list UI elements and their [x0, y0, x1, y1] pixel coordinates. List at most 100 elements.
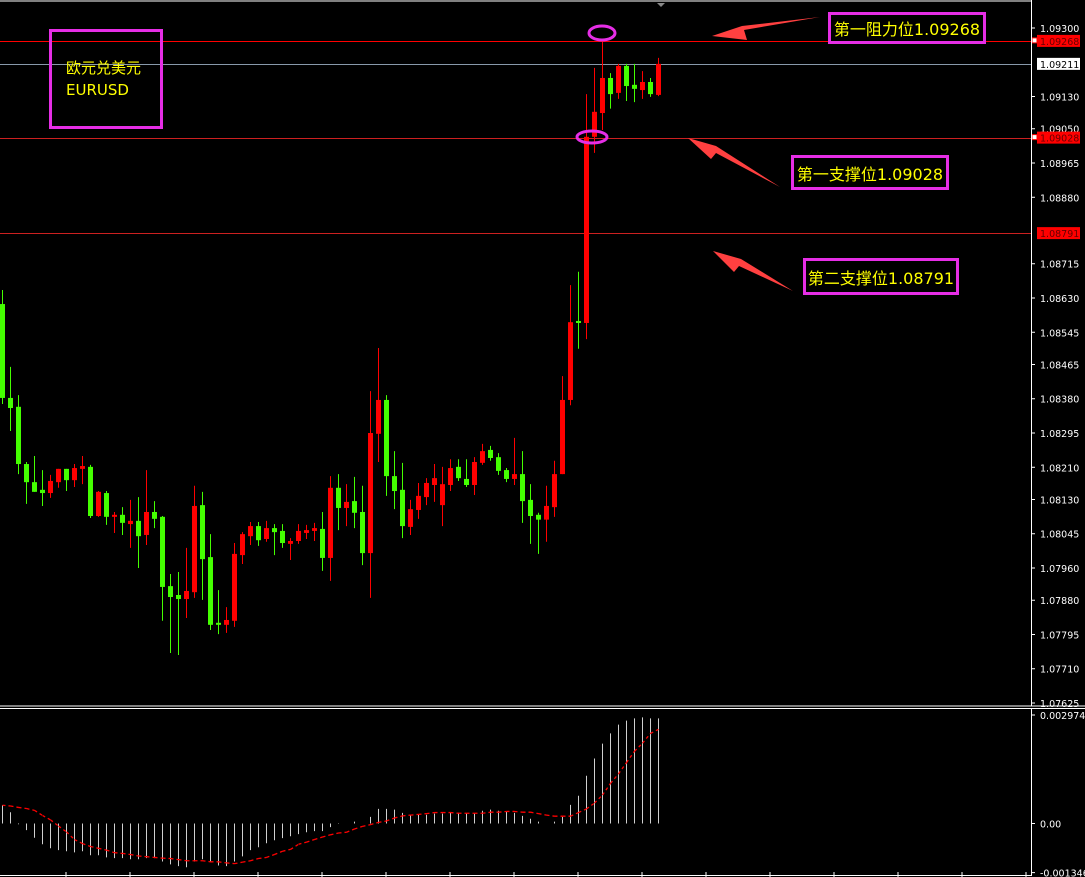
signal-line-segment: [634, 742, 643, 752]
candle: [136, 497, 141, 568]
signal-line-segment: [426, 811, 435, 815]
candle: [472, 457, 477, 496]
candle-body: [128, 520, 133, 525]
candle-body: [616, 65, 621, 93]
price-axis-label: 1.08465: [1040, 360, 1079, 371]
candle: [584, 94, 589, 340]
candle-body: [160, 516, 165, 587]
price-tag: [1037, 57, 1080, 70]
price-axis-label: 1.07960: [1040, 564, 1079, 575]
candle: [448, 459, 453, 492]
candle-body: [168, 586, 173, 598]
signal-line-segment: [410, 813, 419, 816]
signal-line-segment: [354, 825, 363, 830]
price-axis-label: 1.08210: [1040, 463, 1079, 474]
price-axis-label: 1.08965: [1040, 159, 1079, 170]
candle: [312, 522, 317, 541]
signal-line-segment: [338, 831, 347, 834]
signal-line-segment: [74, 838, 83, 845]
candle-body: [520, 474, 525, 502]
level-handle-icon[interactable]: [1031, 37, 1038, 44]
signal-line-segment: [290, 843, 299, 850]
price-axis-label: 1.08380: [1040, 395, 1079, 406]
signal-line-segment: [546, 814, 555, 817]
signal-line-segment: [586, 802, 595, 810]
price-axis-label: 1.08295: [1040, 429, 1079, 440]
candle-body: [192, 505, 197, 593]
candle-body: [96, 491, 101, 517]
signal-line-segment: [394, 815, 403, 819]
candle: [32, 455, 37, 492]
signal-line-segment: [146, 856, 155, 859]
candle-body: [384, 399, 389, 477]
candle: [488, 445, 493, 461]
candle-body: [200, 505, 205, 560]
candle-body: [24, 464, 29, 483]
price-axis-label: 1.07795: [1040, 630, 1079, 641]
candle: [416, 482, 421, 519]
candle: [464, 459, 469, 487]
candle: [320, 511, 325, 571]
price-axis-label: 1.07710: [1040, 665, 1079, 676]
signal-line-segment: [298, 841, 307, 845]
candle: [504, 468, 509, 483]
signal-line-segment: [306, 838, 315, 843]
shift-marker-icon[interactable]: [657, 3, 665, 7]
candle: [336, 474, 341, 531]
candle: [632, 63, 637, 103]
signal-line-segment: [274, 850, 283, 856]
signal-line-segment: [122, 852, 131, 856]
candle-body: [424, 482, 429, 498]
candle-body: [560, 399, 565, 475]
candle-body: [552, 474, 557, 508]
candle: [432, 464, 437, 502]
candle-body: [536, 514, 541, 520]
candle-body: [600, 77, 605, 114]
candle: [576, 271, 581, 349]
candle-body: [208, 557, 213, 625]
candle-body: [488, 449, 493, 458]
candle: [600, 40, 605, 130]
annotation-text: 第一支撑位1.09028: [796, 164, 944, 184]
candle-body: [304, 530, 309, 533]
candle-body: [352, 501, 357, 513]
indicator-axis-label: 0.002974: [1040, 711, 1085, 722]
candle: [264, 520, 269, 542]
candle: [608, 73, 613, 109]
support-1-annotation: 第一支撑位1.09028: [791, 155, 949, 190]
candle: [16, 395, 21, 475]
candle-body: [472, 462, 477, 485]
candle-body: [72, 468, 77, 481]
candle-body: [480, 451, 485, 463]
signal-line-segment: [594, 794, 603, 804]
signal-line-segment: [450, 811, 459, 814]
candle-body: [272, 528, 277, 533]
candle-body: [264, 528, 269, 539]
candle: [240, 532, 245, 564]
price-tag: [1037, 227, 1080, 240]
candle: [400, 462, 405, 539]
signal-line-segment: [314, 836, 323, 841]
signal-line-segment: [617, 762, 628, 775]
price-axis-label: 1.08545: [1040, 328, 1079, 339]
candle: [248, 522, 253, 546]
candle-body: [288, 541, 293, 544]
price-tag: [1037, 34, 1080, 47]
signal-line-segment: [650, 728, 659, 734]
signal-line-segment: [50, 819, 59, 827]
level-handle-icon[interactable]: [1031, 134, 1038, 141]
candle: [8, 366, 13, 431]
candle-body: [112, 514, 117, 517]
signal-line-segment: [498, 810, 507, 813]
candle: [128, 499, 133, 548]
candle-body: [544, 505, 549, 520]
candle: [592, 67, 597, 153]
signal-line-segment: [250, 857, 259, 862]
signal-line-segment: [578, 808, 587, 814]
signal-line-segment: [130, 853, 139, 857]
candle-body: [376, 399, 381, 434]
signal-line-segment: [202, 860, 211, 863]
candle-body: [248, 526, 253, 537]
